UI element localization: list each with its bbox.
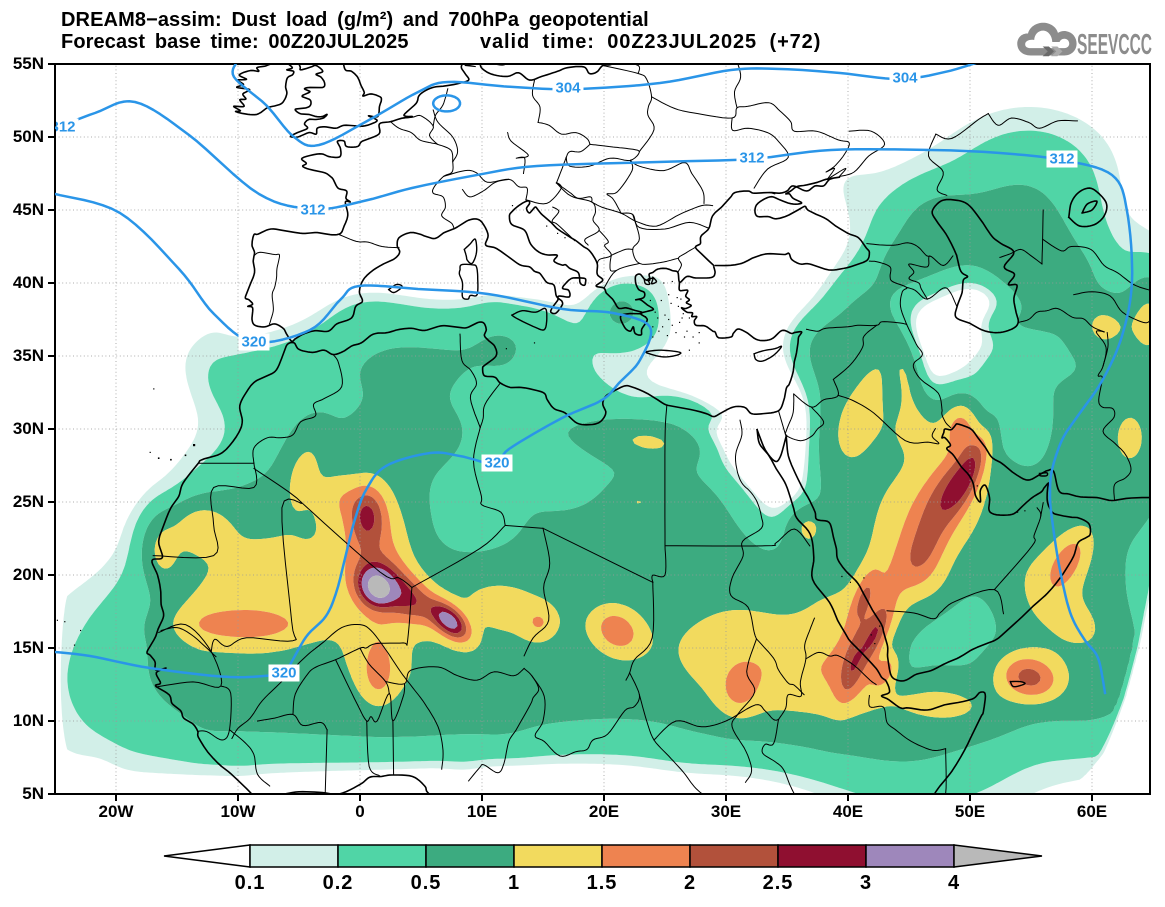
svg-text:SEEVCCC: SEEVCCC bbox=[1077, 29, 1152, 60]
